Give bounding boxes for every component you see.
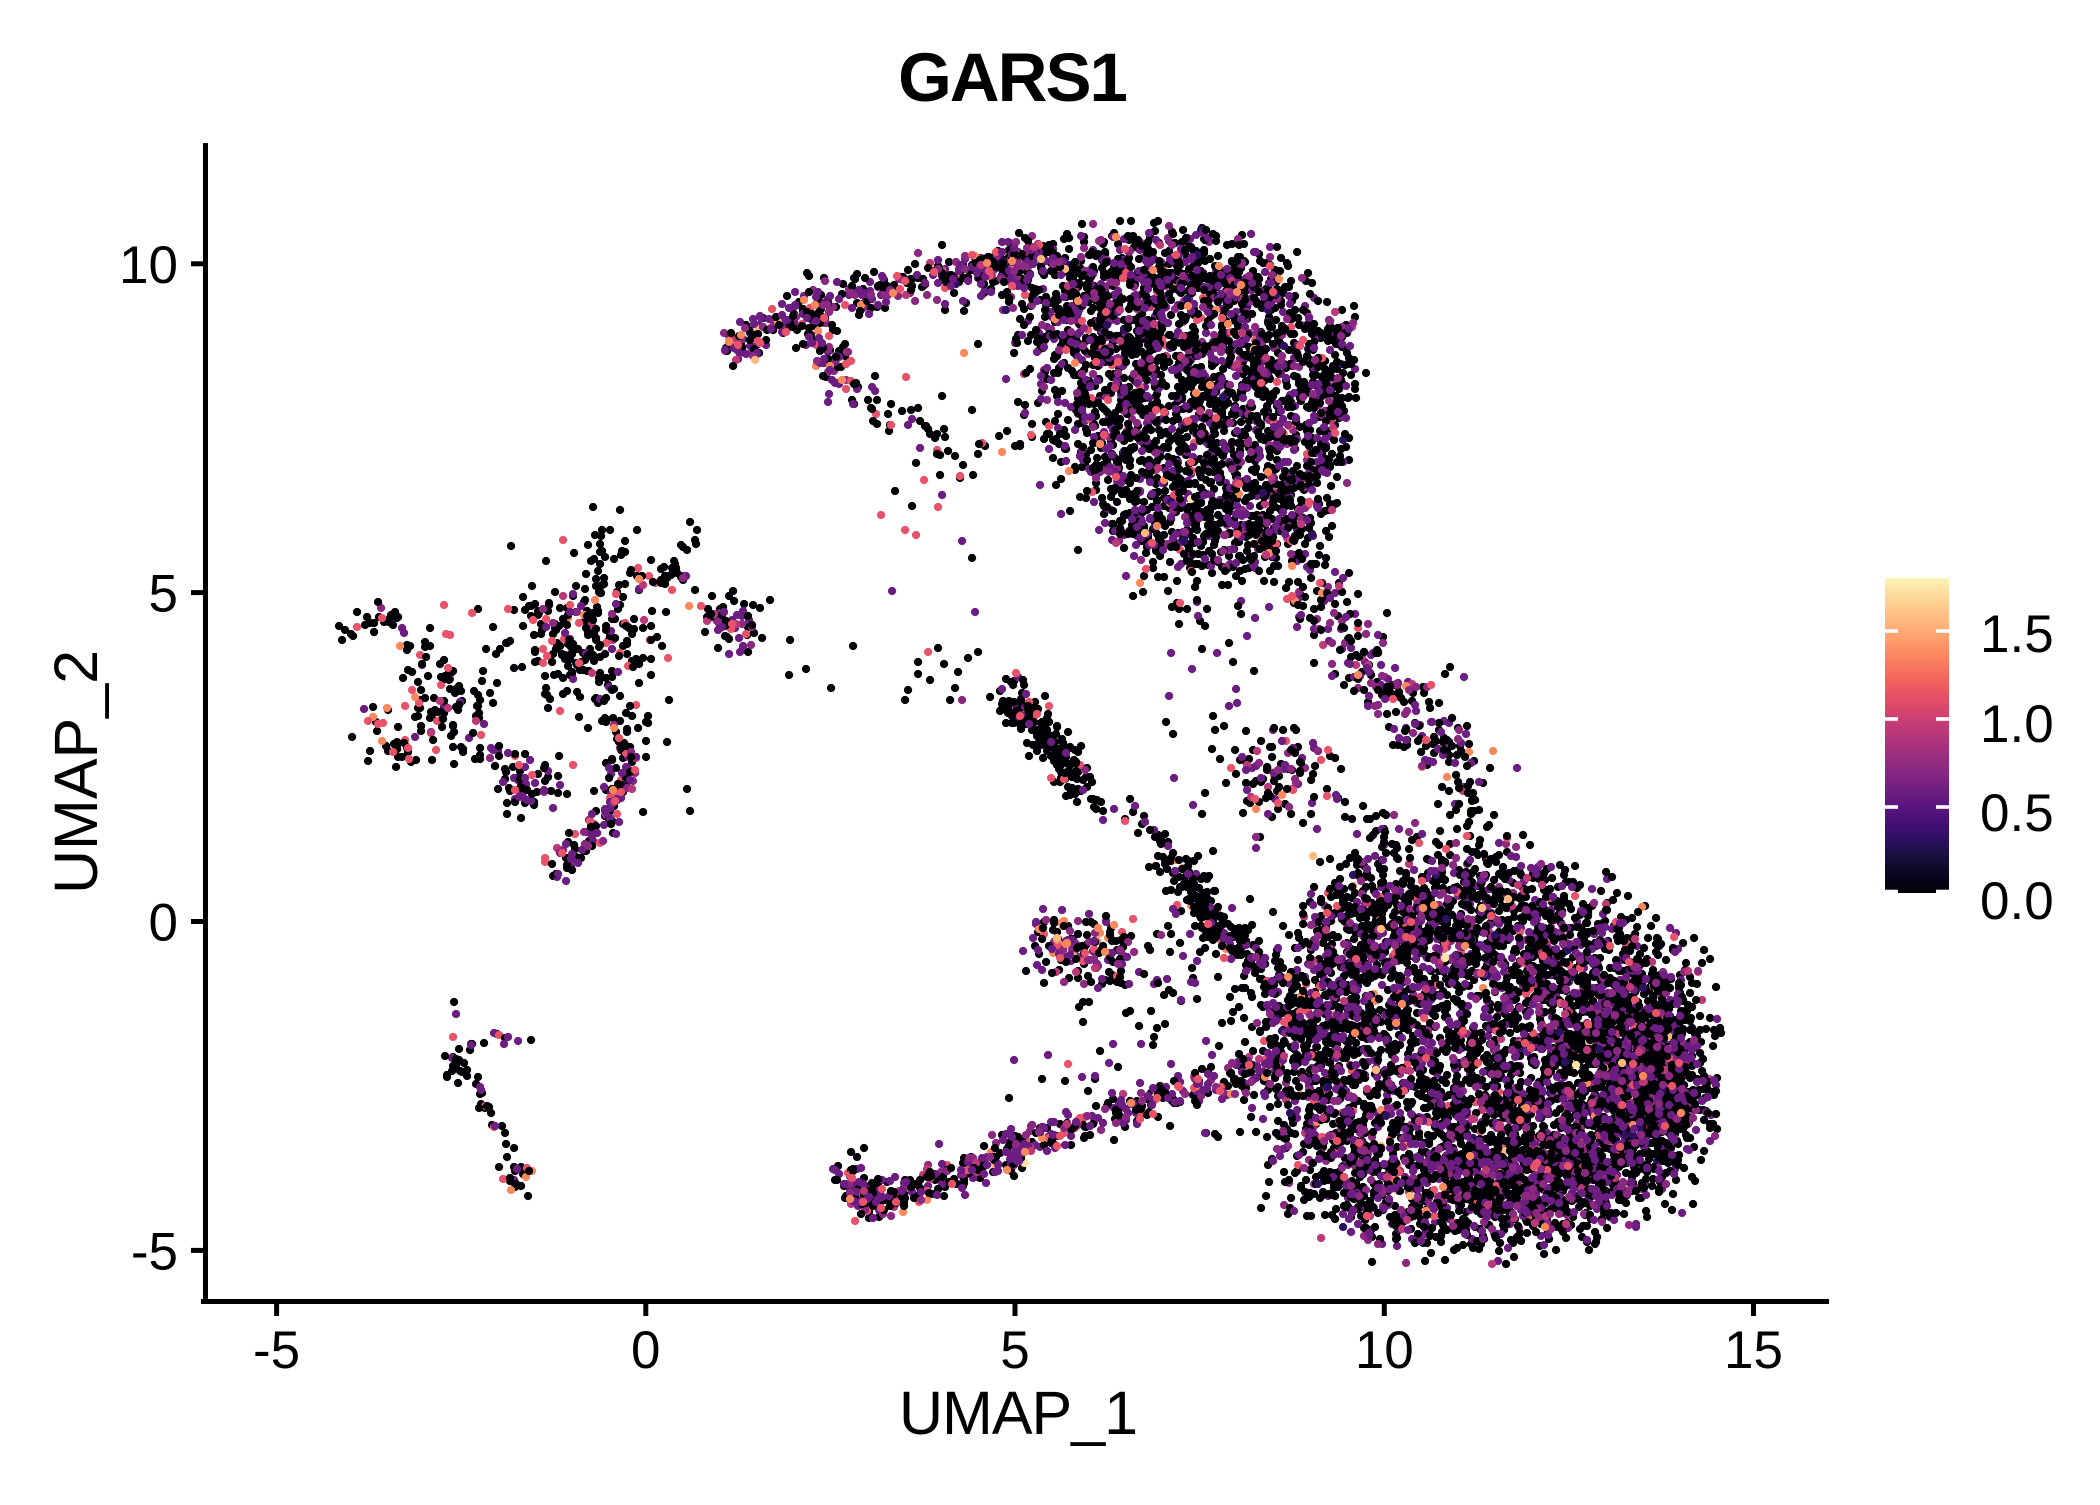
svg-text:1.0: 1.0 [1980,695,2054,754]
svg-text:5: 5 [1000,1321,1029,1380]
svg-text:0.5: 0.5 [1980,784,2054,843]
svg-text:1.5: 1.5 [1980,605,2054,664]
svg-text:15: 15 [1724,1321,1783,1380]
svg-text:UMAP_2: UMAP_2 [42,650,110,894]
svg-text:UMAP_1: UMAP_1 [899,1379,1137,1447]
svg-text:GARS1: GARS1 [898,39,1126,116]
svg-text:10: 10 [1355,1321,1414,1380]
svg-text:0: 0 [149,894,178,953]
svg-text:0: 0 [631,1321,660,1380]
svg-text:5: 5 [149,565,178,624]
svg-text:-5: -5 [131,1222,178,1281]
svg-text:-5: -5 [253,1321,300,1380]
svg-text:0.0: 0.0 [1980,872,2054,931]
svg-text:10: 10 [119,236,178,295]
